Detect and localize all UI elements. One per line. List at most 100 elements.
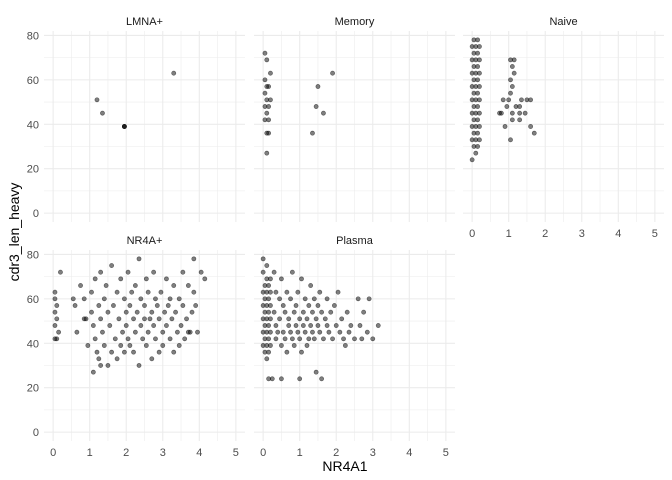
data-point bbox=[370, 336, 376, 342]
data-point bbox=[268, 329, 273, 335]
data-point bbox=[519, 97, 524, 103]
data-point bbox=[268, 303, 273, 308]
data-point bbox=[477, 137, 482, 143]
data-point bbox=[289, 336, 295, 342]
data-point bbox=[295, 329, 301, 335]
data-point bbox=[101, 343, 107, 348]
data-point bbox=[297, 316, 303, 322]
data-point bbox=[127, 343, 133, 348]
data-point bbox=[195, 329, 200, 335]
data-point bbox=[162, 309, 167, 315]
data-point bbox=[54, 303, 60, 308]
data-point bbox=[266, 323, 272, 328]
data-point bbox=[127, 303, 133, 308]
data-point bbox=[288, 329, 293, 335]
data-point bbox=[477, 97, 482, 103]
data-point bbox=[293, 303, 299, 308]
data-point bbox=[517, 104, 523, 109]
data-point bbox=[317, 329, 323, 335]
y-tick-label: 20 bbox=[27, 164, 39, 176]
data-point bbox=[509, 110, 515, 116]
data-point bbox=[508, 90, 513, 96]
data-point bbox=[136, 363, 142, 368]
y-tick-label: 60 bbox=[27, 294, 39, 306]
data-point bbox=[477, 70, 482, 76]
x-tick-label: 4 bbox=[406, 447, 412, 459]
data-point bbox=[164, 276, 169, 282]
data-point bbox=[477, 110, 482, 116]
data-point bbox=[131, 349, 136, 355]
data-point bbox=[330, 70, 335, 76]
data-point bbox=[344, 309, 350, 315]
data-point bbox=[299, 349, 304, 355]
y-tick-label: 60 bbox=[27, 75, 39, 87]
data-point bbox=[475, 104, 481, 109]
data-point bbox=[279, 276, 284, 282]
data-point bbox=[164, 323, 169, 328]
y-axis-label: cdr3_len_heavy bbox=[6, 183, 22, 282]
x-tick-label: 0 bbox=[260, 447, 266, 459]
data-point bbox=[342, 343, 348, 348]
data-point bbox=[167, 336, 173, 342]
data-point bbox=[308, 323, 314, 328]
data-point bbox=[517, 110, 523, 116]
data-point bbox=[266, 283, 272, 288]
y-tick-label: 40 bbox=[27, 119, 39, 131]
data-point bbox=[96, 356, 102, 362]
data-point bbox=[266, 309, 272, 315]
data-point bbox=[202, 276, 208, 282]
x-tick-label: 0 bbox=[469, 228, 475, 240]
data-point bbox=[475, 37, 481, 43]
data-point bbox=[326, 329, 332, 335]
x-tick-label: 3 bbox=[370, 447, 376, 459]
data-point bbox=[171, 70, 177, 76]
data-point bbox=[330, 336, 335, 342]
data-point bbox=[282, 309, 288, 315]
x-tick-label: 3 bbox=[579, 228, 585, 240]
data-point bbox=[509, 84, 515, 89]
data-point bbox=[469, 157, 475, 163]
data-point bbox=[352, 336, 357, 342]
data-point bbox=[52, 323, 58, 328]
data-point bbox=[266, 104, 272, 109]
data-point bbox=[264, 356, 270, 362]
data-point bbox=[187, 329, 193, 335]
data-point bbox=[142, 316, 147, 322]
data-point bbox=[308, 283, 314, 288]
data-point bbox=[284, 349, 290, 355]
data-point bbox=[286, 316, 292, 322]
data-point bbox=[122, 124, 127, 129]
data-point bbox=[58, 269, 63, 275]
data-point bbox=[56, 329, 62, 335]
data-point bbox=[364, 329, 370, 335]
data-point bbox=[319, 376, 325, 382]
data-point bbox=[116, 316, 122, 322]
data-point bbox=[125, 269, 131, 275]
data-point bbox=[337, 329, 343, 335]
data-point bbox=[528, 124, 534, 129]
data-point bbox=[94, 349, 100, 355]
data-point bbox=[160, 329, 166, 335]
data-point bbox=[266, 296, 272, 302]
data-point bbox=[273, 289, 279, 295]
data-point bbox=[109, 263, 115, 268]
data-point bbox=[185, 283, 191, 288]
data-point bbox=[328, 309, 334, 315]
data-point bbox=[300, 323, 306, 328]
data-point bbox=[331, 303, 337, 308]
data-point bbox=[302, 329, 308, 335]
data-point bbox=[151, 323, 157, 328]
x-tick-label: 2 bbox=[333, 447, 339, 459]
panel-lmna: LMNA+ 0 20 40 60 80 bbox=[27, 16, 245, 222]
data-point bbox=[90, 369, 96, 375]
data-point bbox=[357, 323, 363, 328]
data-point bbox=[72, 303, 78, 308]
data-point bbox=[191, 256, 197, 262]
data-point bbox=[335, 289, 341, 295]
data-point bbox=[268, 289, 273, 295]
data-point bbox=[142, 303, 147, 308]
data-point bbox=[156, 316, 162, 322]
strip-label: Memory bbox=[335, 16, 375, 28]
strip-label: LMNA+ bbox=[126, 16, 163, 28]
data-point bbox=[193, 303, 199, 308]
